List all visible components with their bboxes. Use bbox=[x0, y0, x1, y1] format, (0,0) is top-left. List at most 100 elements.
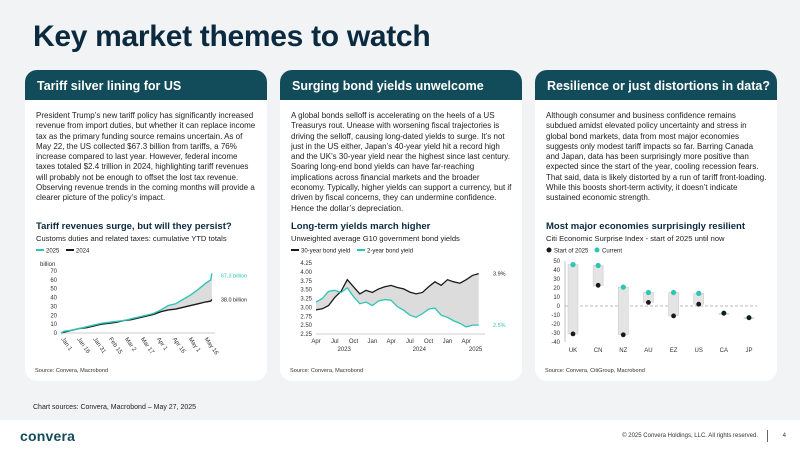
y-tick-label: 20 bbox=[50, 313, 57, 319]
x-tick-label: Jul bbox=[406, 339, 414, 345]
x-tick-label: Jan bbox=[367, 339, 377, 345]
x-category-label: NZ bbox=[619, 348, 627, 354]
data-label: 38.0 billion bbox=[221, 297, 247, 303]
chart-title: Most major economies surprisingly resili… bbox=[546, 221, 746, 232]
x-tick-label: Oct bbox=[349, 339, 359, 345]
bond-yield-chart: 30-year bond yield 2-year bond yield 2.25 2… bbox=[291, 249, 506, 353]
y-tick-label: -10 bbox=[551, 313, 560, 319]
panel-header: Resilience or just distortions in data? bbox=[535, 70, 777, 100]
x-tick-label: Apr 1 bbox=[155, 337, 169, 353]
chart-subtitle: Citi Economic Surprise Index - start of … bbox=[546, 234, 725, 243]
range-bar bbox=[567, 264, 579, 335]
chart-source: Source: Convera, Macrobond bbox=[35, 368, 109, 374]
y-tick-label: 30 bbox=[553, 277, 560, 283]
y-unit-label: billion bbox=[40, 262, 55, 268]
y-tick-label: 60 bbox=[50, 278, 57, 284]
legend-label: 30-year bond yield bbox=[301, 249, 350, 255]
spread-area bbox=[316, 273, 479, 327]
legend-marker bbox=[546, 247, 552, 253]
x-tick-label: Jul bbox=[331, 339, 339, 345]
series-line-30-year bond yield bbox=[315, 273, 479, 311]
start-marker bbox=[646, 300, 651, 305]
x-tick-label: Apr bbox=[311, 339, 320, 345]
current-marker bbox=[595, 262, 601, 269]
chart-sources-footnote: Chart sources: Convera, Macrobond – May … bbox=[33, 404, 197, 411]
y-tick-label: 3.00 bbox=[300, 305, 312, 311]
chart-subtitle: Unweighted average G10 government bond y… bbox=[291, 234, 460, 243]
chart-title: Long-term yields march higher bbox=[291, 221, 431, 232]
legend-label: 2-year bond yield bbox=[367, 249, 413, 255]
x-category-label: JP bbox=[745, 348, 752, 354]
range-bar bbox=[618, 286, 629, 336]
x-tick-label: May 16 bbox=[203, 337, 220, 357]
y-tick-label: 3.50 bbox=[300, 288, 312, 294]
footer-divider bbox=[767, 430, 768, 442]
x-tick-label: Jan 16 bbox=[75, 337, 91, 356]
x-tick-label: Jan 31 bbox=[91, 337, 107, 356]
current-marker bbox=[645, 289, 652, 296]
y-tick-label: 3.25 bbox=[300, 297, 312, 303]
x-category-label: AU bbox=[644, 348, 652, 354]
y-tick-label: 50 bbox=[553, 259, 560, 265]
gap-area bbox=[61, 273, 212, 333]
y-tick-label: 20 bbox=[553, 286, 560, 292]
start-marker bbox=[620, 332, 626, 338]
panel-body-text: Although consumer and business confidenc… bbox=[546, 111, 767, 203]
x-tick-label: Mar 2 bbox=[123, 337, 137, 354]
y-tick-label: 10 bbox=[50, 322, 57, 328]
x-tick-label: Jan 1 bbox=[59, 337, 73, 353]
x-year-label: 2025 bbox=[469, 347, 483, 353]
y-tick-label: 4.25 bbox=[300, 261, 312, 267]
x-year-label: 2024 bbox=[413, 347, 427, 353]
panel-bond-yields: Surging bond yields unwelcome A global b… bbox=[280, 70, 522, 381]
x-year-label: 2023 bbox=[337, 347, 351, 353]
chart-source: Source: Convera, CitiGroup, Macrobond bbox=[545, 368, 645, 374]
legend-marker bbox=[594, 247, 600, 253]
panel-economic-surprise: Resilience or just distortions in data? … bbox=[535, 70, 777, 381]
y-tick-label: 2.25 bbox=[300, 332, 312, 338]
range-bar bbox=[592, 265, 604, 286]
panel-body-text: A global bonds selloff is accelerating o… bbox=[291, 111, 512, 213]
x-category-label: UK bbox=[569, 348, 577, 354]
y-tick-label: -20 bbox=[551, 322, 560, 328]
x-category-label: EZ bbox=[670, 348, 678, 354]
y-tick-label: 10 bbox=[553, 295, 560, 301]
y-tick-label: 2.50 bbox=[300, 323, 312, 329]
chart-title: Tariff revenues surge, but will they per… bbox=[36, 221, 232, 232]
y-tick-label: 50 bbox=[50, 287, 57, 293]
page-number: 4 bbox=[782, 433, 786, 439]
start-marker bbox=[721, 310, 727, 316]
y-tick-label: 40 bbox=[553, 268, 560, 274]
x-category-label: CA bbox=[720, 348, 728, 354]
tariff-chart: 2025 2024 billion 0 10 20 30 40 50 60 70 Jan 1 Jan 1… bbox=[36, 249, 247, 357]
x-tick-label: Apr bbox=[462, 339, 471, 345]
start-marker bbox=[595, 282, 601, 288]
copyright-text: © 2025 Convera Holdings, LLC. All rights… bbox=[622, 433, 758, 439]
y-tick-label: 40 bbox=[50, 296, 57, 302]
y-tick-label: 3.75 bbox=[300, 279, 312, 285]
x-tick-label: Mar 17 bbox=[139, 337, 155, 356]
surprise-index-chart: Start of 2025 Current -40 -30 -20 -10 0 10 20 30 4… bbox=[546, 247, 757, 354]
x-tick-label: Jan bbox=[443, 339, 453, 345]
start-marker bbox=[570, 331, 576, 337]
chart-subtitle: Customs duties and related taxes: cumula… bbox=[36, 234, 227, 243]
panel-header: Surging bond yields unwelcome bbox=[280, 70, 522, 100]
start-marker bbox=[746, 315, 752, 321]
footer: convera © 2025 Convera Holdings, LLC. Al… bbox=[0, 420, 800, 450]
x-category-label: CN bbox=[594, 348, 603, 354]
legend-label: 2024 bbox=[76, 249, 90, 255]
y-tick-label: 0 bbox=[557, 304, 561, 310]
y-tick-label: 30 bbox=[50, 304, 57, 310]
y-tick-label: 70 bbox=[50, 269, 57, 275]
panel-header: Tariff silver lining for US bbox=[25, 70, 267, 100]
x-tick-label: Oct bbox=[424, 339, 434, 345]
x-tick-label: May 1 bbox=[187, 337, 202, 354]
range-bar bbox=[668, 292, 679, 317]
current-marker bbox=[670, 289, 677, 296]
legend-label: Current bbox=[602, 249, 622, 255]
data-label: 3.9% bbox=[493, 272, 506, 278]
y-tick-label: 0 bbox=[54, 331, 58, 337]
y-tick-label: -30 bbox=[551, 331, 560, 337]
y-tick-label: -40 bbox=[551, 340, 560, 346]
y-tick-label: 4.00 bbox=[300, 270, 312, 276]
